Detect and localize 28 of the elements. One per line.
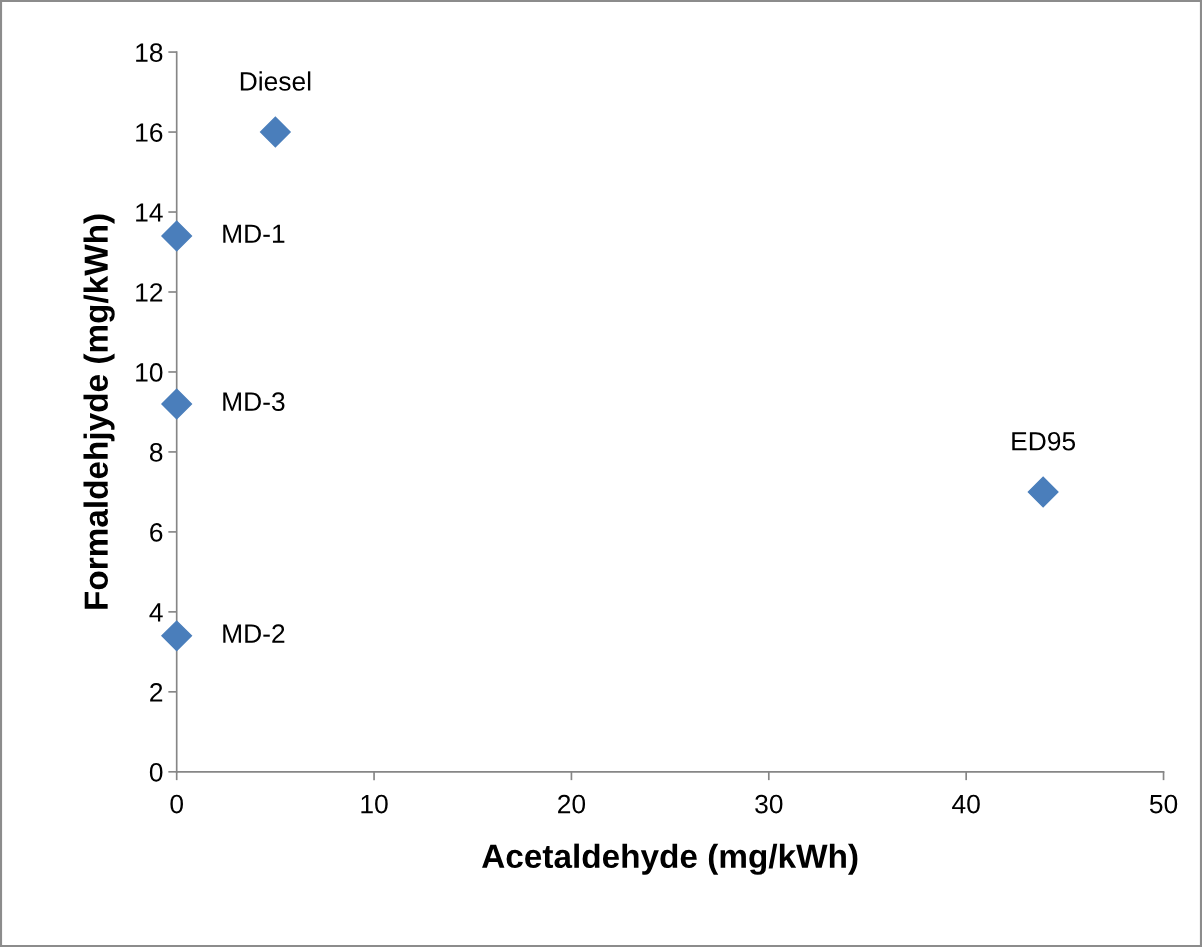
y-tick-label: 0 xyxy=(149,762,163,782)
x-tick-label: 20 xyxy=(558,794,586,814)
y-axis-title: Formaldehjyde (mg/kWh) xyxy=(83,214,115,609)
y-tick-label: 12 xyxy=(136,283,163,302)
y-tick-label: 16 xyxy=(136,123,163,142)
annotation: Diesel xyxy=(240,71,311,91)
y-tick-label: 10 xyxy=(136,363,163,382)
x-tick-label: 40 xyxy=(952,794,980,814)
point xyxy=(1027,476,1059,508)
point xyxy=(161,620,193,652)
x-tick-label: 0 xyxy=(170,794,183,814)
x-tick-label: 10 xyxy=(361,794,388,814)
y-tick-label: 18 xyxy=(136,43,163,62)
x-tick-label: 50 xyxy=(1149,794,1178,814)
x-axis-title: Acetaldehyde (mg/kWh) xyxy=(482,843,858,875)
annotation: MD-2 xyxy=(223,624,285,643)
point xyxy=(259,116,291,148)
y-tick-label: 6 xyxy=(150,523,163,542)
y-tick-label: 14 xyxy=(136,203,163,222)
y-tick-label: 2 xyxy=(150,682,163,702)
annotation: MD-1 xyxy=(223,224,285,243)
x-tick-label: 30 xyxy=(755,794,783,814)
annotation: ED95 xyxy=(1012,431,1076,451)
point xyxy=(161,388,193,420)
y-tick-label: 4 xyxy=(149,603,163,622)
y-tick-label: 8 xyxy=(149,443,163,462)
point xyxy=(161,220,193,252)
annotation: MD-3 xyxy=(223,392,285,412)
